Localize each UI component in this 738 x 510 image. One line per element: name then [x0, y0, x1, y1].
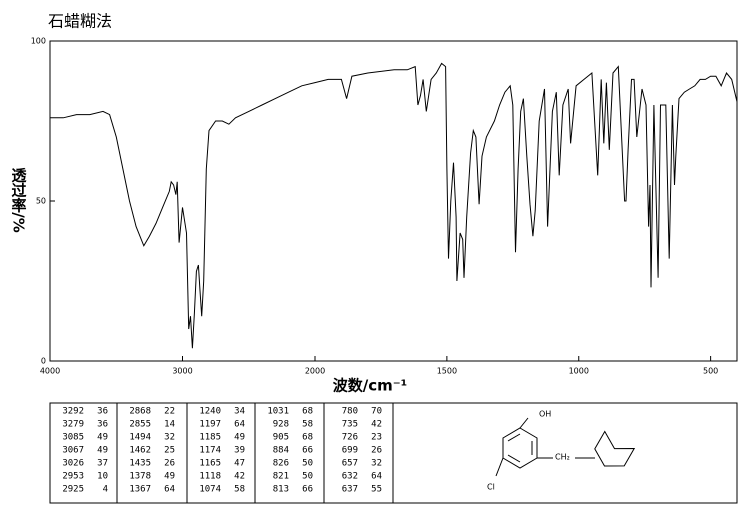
peak-wavenumber: 637 — [342, 485, 358, 495]
peak-transmittance: 70 — [371, 407, 382, 417]
peak-wavenumber: 2868 — [129, 407, 151, 417]
peak-wavenumber: 1118 — [199, 472, 221, 482]
x-tick-label: 3000 — [172, 367, 192, 376]
peak-transmittance: 64 — [371, 472, 382, 482]
peak-wavenumber: 1367 — [129, 485, 151, 495]
peak-transmittance: 64 — [234, 420, 245, 430]
peak-transmittance: 23 — [371, 433, 382, 443]
peak-wavenumber: 821 — [273, 472, 289, 482]
peak-wavenumber: 3067 — [62, 446, 84, 456]
peak-transmittance: 49 — [234, 433, 245, 443]
peak-transmittance: 64 — [164, 485, 175, 495]
peak-transmittance: 66 — [302, 485, 313, 495]
peak-transmittance: 32 — [164, 433, 175, 443]
peak-transmittance: 55 — [371, 485, 382, 495]
peak-transmittance: 49 — [97, 433, 108, 443]
x-tick-label: 4000 — [40, 367, 60, 376]
peak-transmittance: 50 — [302, 459, 313, 469]
peak-wavenumber: 2953 — [62, 472, 84, 482]
x-tick-label: 500 — [703, 367, 718, 376]
peak-transmittance: 39 — [234, 446, 245, 456]
peak-transmittance: 49 — [164, 472, 175, 482]
peak-wavenumber: 1031 — [267, 407, 289, 417]
peak-wavenumber: 1174 — [199, 446, 221, 456]
peak-transmittance: 26 — [371, 446, 382, 456]
spectrum-line — [50, 62, 738, 349]
peak-transmittance: 36 — [97, 420, 108, 430]
peak-transmittance: 68 — [302, 433, 313, 443]
peak-wavenumber: 1240 — [199, 407, 221, 417]
peak-wavenumber: 726 — [342, 433, 358, 443]
structure-label: CH₂ — [555, 453, 570, 462]
peak-wavenumber: 2855 — [129, 420, 151, 430]
x-tick-label: 1500 — [437, 367, 457, 376]
y-tick-label: 0 — [41, 357, 46, 366]
peak-wavenumber: 1197 — [199, 420, 221, 430]
peak-wavenumber: 1435 — [129, 459, 151, 469]
peak-wavenumber: 3026 — [62, 459, 84, 469]
peak-wavenumber: 905 — [273, 433, 289, 443]
peak-transmittance: 66 — [302, 446, 313, 456]
x-tick-label: 2000 — [305, 367, 325, 376]
y-tick-label: 50 — [36, 197, 46, 206]
peak-transmittance: 14 — [164, 420, 175, 430]
peak-wavenumber: 813 — [273, 485, 289, 495]
peak-transmittance: 42 — [234, 472, 245, 482]
peak-wavenumber: 1074 — [199, 485, 221, 495]
peak-wavenumber: 1185 — [199, 433, 221, 443]
peak-transmittance: 49 — [97, 446, 108, 456]
plot-frame — [49, 40, 738, 362]
chart-title: 石蜡糊法 — [48, 12, 112, 31]
peak-wavenumber: 1462 — [129, 446, 151, 456]
peak-wavenumber: 1378 — [129, 472, 151, 482]
structure — [495, 417, 636, 477]
peak-wavenumber: 928 — [273, 420, 289, 430]
peak-wavenumber: 2925 — [62, 485, 84, 495]
peak-transmittance: 32 — [371, 459, 382, 469]
peak-wavenumber: 735 — [342, 420, 358, 430]
peak-transmittance: 58 — [302, 420, 313, 430]
x-axis-label: 波数/cm⁻¹ — [333, 377, 408, 395]
peak-wavenumber: 1494 — [129, 433, 151, 443]
table-dividers — [116, 403, 394, 503]
peak-wavenumber: 1165 — [199, 459, 221, 469]
peak-transmittance: 22 — [164, 407, 175, 417]
peak-wavenumber: 699 — [342, 446, 358, 456]
peak-wavenumber: 826 — [273, 459, 289, 469]
peak-transmittance: 50 — [302, 472, 313, 482]
peak-transmittance: 25 — [164, 446, 175, 456]
x-tick-label: 1000 — [569, 367, 589, 376]
y-axis-label: 透过率/% — [10, 167, 28, 233]
peak-transmittance: 42 — [371, 420, 382, 430]
peak-transmittance: 26 — [164, 459, 175, 469]
peak-transmittance: 4 — [103, 485, 108, 495]
peak-wavenumber: 884 — [273, 446, 289, 456]
structure-label: OH — [539, 410, 551, 419]
peak-transmittance: 36 — [97, 407, 108, 417]
peak-wavenumber: 632 — [342, 472, 358, 482]
peak-transmittance: 58 — [234, 485, 245, 495]
peak-transmittance: 10 — [97, 472, 108, 482]
peak-wavenumber: 3085 — [62, 433, 84, 443]
peak-wavenumber: 3279 — [62, 420, 84, 430]
peak-transmittance: 34 — [234, 407, 245, 417]
peak-wavenumber: 657 — [342, 459, 358, 469]
structure-label: Cl — [487, 483, 495, 492]
peak-wavenumber: 780 — [342, 407, 358, 417]
peak-transmittance: 37 — [97, 459, 108, 469]
y-tick-label: 100 — [31, 37, 46, 46]
peak-transmittance: 47 — [234, 459, 245, 469]
peak-transmittance: 68 — [302, 407, 313, 417]
peak-wavenumber: 3292 — [62, 407, 84, 417]
